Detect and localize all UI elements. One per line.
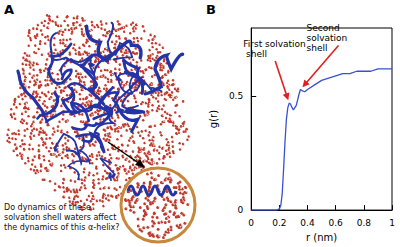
html-text:B: B <box>206 2 216 17</box>
html-text:Do dynamics of these solvation: Do dynamics of these solvation shell wat… <box>4 203 120 232</box>
html-text:A: A <box>4 2 15 17</box>
svg-text:g(r): g(r) <box>208 110 219 128</box>
svg-text:First solvation: First solvation <box>243 39 306 49</box>
svg-text:r (nm): r (nm) <box>306 232 337 243</box>
svg-text:shell: shell <box>243 49 267 59</box>
svg-text:shell: shell <box>306 43 327 53</box>
svg-text:0.8: 0.8 <box>357 218 372 228</box>
svg-text:0.2: 0.2 <box>272 218 286 228</box>
svg-text:0.5: 0.5 <box>229 91 243 101</box>
svg-text:solvation: solvation <box>306 33 350 43</box>
svg-text:0.6: 0.6 <box>329 218 344 228</box>
svg-text:1: 1 <box>389 218 395 228</box>
svg-text:0: 0 <box>248 218 254 228</box>
svg-text:0: 0 <box>237 205 243 215</box>
svg-text:0.4: 0.4 <box>300 218 315 228</box>
svg-text:Second: Second <box>306 23 342 33</box>
